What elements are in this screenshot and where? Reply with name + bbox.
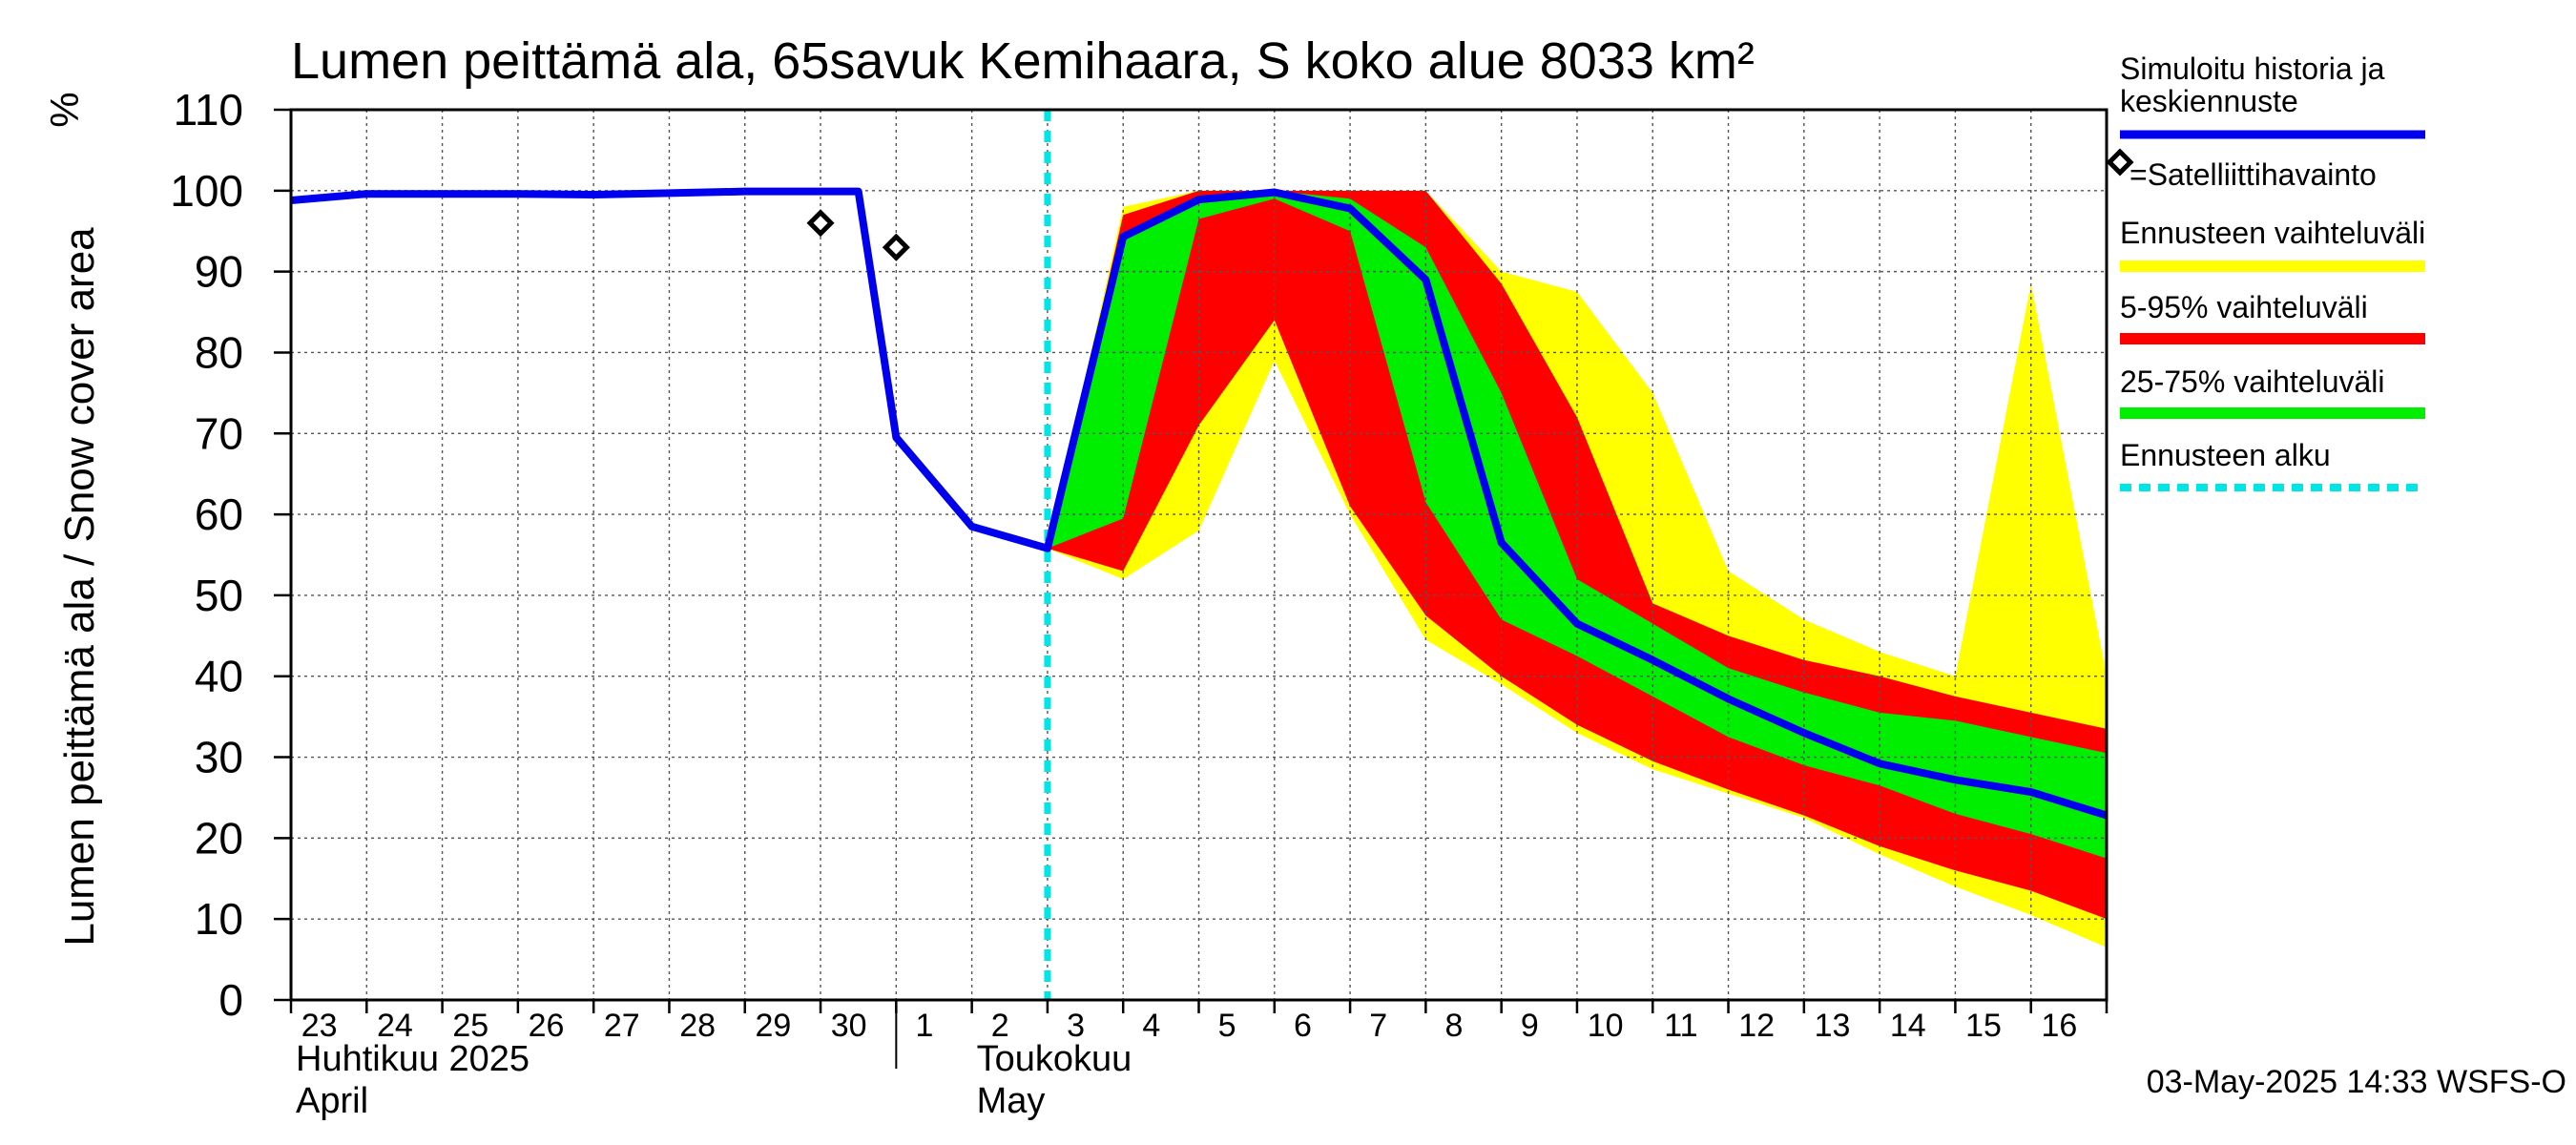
x-day-label: 7 [1369,1008,1387,1044]
month-label-fi: Toukokuu [977,1039,1132,1079]
snow-cover-chart: 010203040506070809010011023 24 25 26 27 28 29 3… [0,0,2576,1145]
x-day-label: 27 [604,1008,640,1044]
y-axis-label: Lumen peittämä ala / Snow cover area [56,227,103,947]
x-day-label: 12 [1738,1008,1775,1044]
chart-title: Lumen peittämä ala, 65savuk Kemihaara, S… [291,32,1755,90]
x-day-label: 30 [831,1008,867,1044]
x-day-label: 26 [529,1008,565,1044]
month-label-en: May [977,1081,1046,1121]
y-tick-label: 70 [195,408,243,458]
x-day-label: 6 [1294,1008,1312,1044]
x-day-label: 11 [1664,1008,1697,1044]
y-tick-label: 0 [218,975,243,1025]
y-tick-label: 40 [195,652,243,701]
timestamp: 03-May-2025 14:33 WSFS-O [2147,1064,2566,1100]
x-day-label: 29 [755,1008,791,1044]
month-label-en: April [296,1081,368,1121]
legend-swatch-diamond [2109,152,2130,173]
legend-label: Simuloitu historia ja [2120,52,2385,86]
legend-label: =Satelliittihavainto [2129,157,2377,192]
x-day-label: 8 [1445,1008,1464,1044]
x-day-label: 9 [1521,1008,1539,1044]
y-axis-unit: % [42,92,87,127]
legend-label: 5-95% vaihteluväli [2120,290,2368,324]
x-day-label: 15 [1965,1008,2002,1044]
y-tick-label: 50 [195,571,243,620]
y-tick-label: 20 [195,813,243,863]
month-label-fi: Huhtikuu 2025 [296,1039,530,1079]
x-day-label: 1 [916,1008,934,1044]
y-tick-label: 90 [195,247,243,297]
x-day-label: 16 [2041,1008,2077,1044]
x-day-label: 14 [1890,1008,1926,1044]
x-day-label: 28 [679,1008,716,1044]
y-tick-label: 80 [195,327,243,377]
y-tick-label: 60 [195,489,243,539]
legend-label: 25-75% vaihteluväli [2120,364,2385,399]
x-day-label: 10 [1588,1008,1624,1044]
legend-label: Ennusteen vaihteluväli [2120,216,2425,250]
y-tick-label: 100 [170,166,243,216]
satellite-observation-point [810,213,831,234]
legend-label: keskiennuste [2120,84,2298,118]
y-tick-label: 110 [174,85,243,135]
x-day-label: 13 [1815,1008,1851,1044]
satellite-observation-point [885,237,906,258]
y-tick-label: 10 [195,894,243,944]
y-tick-label: 30 [195,733,243,782]
x-day-label: 5 [1218,1008,1236,1044]
legend-label: Ennusteen alku [2120,438,2331,472]
x-day-label: 4 [1142,1008,1160,1044]
